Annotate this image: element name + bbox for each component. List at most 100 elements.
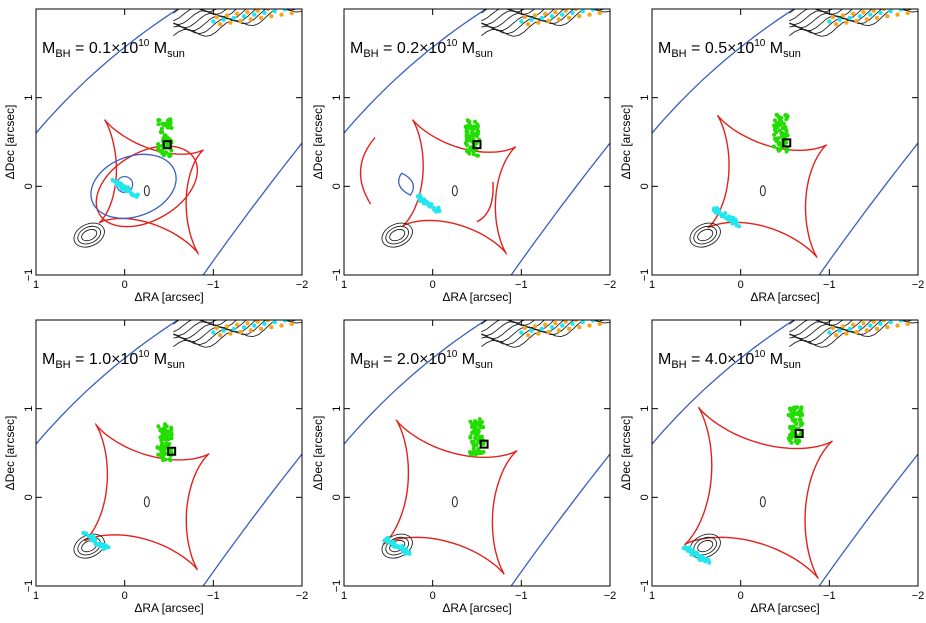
arc-image-point [217,21,223,27]
arc-image-point [553,321,558,326]
arc-image-point [228,331,233,336]
arc-image-point [286,315,290,319]
arc-image-point [912,313,916,317]
panel-title-part: BH [363,359,378,371]
cyan-source-point [84,531,89,536]
arc-image-point [525,21,531,27]
green-source-point [156,144,161,149]
panel-title-part: M [42,351,55,368]
critical-curve-outer-left [36,320,179,445]
green-source-point [471,447,476,452]
x-axis-label: ΔRA [arcsec] [750,290,819,304]
arc-image-point [539,15,544,21]
arc-image-point [221,328,226,333]
arc-image-point [604,313,608,317]
panel-title-part: = 0.5×10 [687,40,755,57]
arc-image-point [532,13,538,18]
green-source-point [473,450,478,455]
critical-curve-outer-right [202,453,302,586]
galaxy-contour [481,320,594,343]
green-source-point [476,429,481,434]
y-tick-label: 0 [23,494,35,500]
y-axis-label: ΔDec [arcsec] [619,105,633,180]
plot-area [652,313,918,586]
galaxy-contour [173,9,217,14]
arc-image-point [563,320,568,324]
x-tick-label: −1 [823,279,836,291]
plot-area [652,2,918,275]
inner-critical-curve [90,153,177,219]
caustic-curve [402,119,517,256]
nucleus-contour [143,185,150,197]
green-source-point [481,425,486,430]
green-source-point [471,149,476,154]
panel-title-part: sun [475,48,493,60]
green-source-point [470,131,475,136]
arc-image-point [221,17,226,22]
panel-title-part: M [149,351,167,368]
arc-image-point [604,2,608,6]
panel-title-part: sun [475,359,493,371]
arc-image-point [536,20,541,25]
arc-image-point [594,4,598,8]
cyan-source-point [699,556,704,561]
x-tick-label: 0 [122,279,128,291]
green-source-point [465,130,470,135]
arc-image-point [224,324,230,329]
arc-image-point [851,11,856,17]
arc-image-point [871,320,876,324]
arc-image-point [895,12,900,17]
y-tick-label: 1 [23,95,35,101]
panel-title-part: 10 [754,38,766,49]
galaxy-contour [173,9,297,35]
arc-image-point [245,321,250,326]
arc-image-point [269,13,274,19]
cyan-source-point [727,214,732,219]
arc-image-point [560,12,565,17]
arc-image-point [840,13,846,18]
cyan-source-point [429,202,434,207]
arc-image-point [279,12,284,17]
green-source-point [471,444,476,449]
arc-image-point [881,9,887,12]
arc-image-point [864,17,870,22]
panel-title: MBH = 0.2×1010 Msun [350,38,493,60]
arc-image-point [840,324,846,329]
arc-image-point [556,17,562,22]
arc-image-point [830,325,835,331]
green-source-point [794,439,799,444]
arc-image-point [296,2,300,6]
x-tick-label: 1 [341,279,347,291]
panel-title: MBH = 0.1×1010 Msun [42,38,185,60]
green-source-point [779,115,784,120]
arc-image-point [519,330,524,335]
arc-image-point [519,19,524,24]
green-source-point [162,447,167,452]
green-source-point [156,452,161,457]
y-tick-label: 0 [23,183,35,189]
arc-image-point [881,320,887,323]
arc-image-point [874,326,880,331]
galaxy-contour [789,9,833,14]
x-tick-label: 1 [33,279,39,291]
arc-image-point [282,320,288,323]
y-tick-label: −1 [639,269,651,282]
arc-image-point [912,2,916,6]
green-source-point [781,121,786,126]
counter-image-contour [389,228,406,242]
arc-image-point [245,10,250,15]
green-source-point [475,127,480,132]
green-source-point [771,144,776,149]
green-source-point [782,125,787,130]
arc-image-point [580,9,585,14]
arc-image-point [214,14,219,20]
counter-image-contour [385,225,410,245]
galaxy-contour [789,320,853,337]
caustic-curve [83,422,210,571]
y-tick-label: 0 [639,183,651,189]
x-tick-label: 0 [738,590,744,602]
green-source-point [467,134,472,139]
panel-frame [35,319,303,587]
arc-image-point [857,325,863,330]
